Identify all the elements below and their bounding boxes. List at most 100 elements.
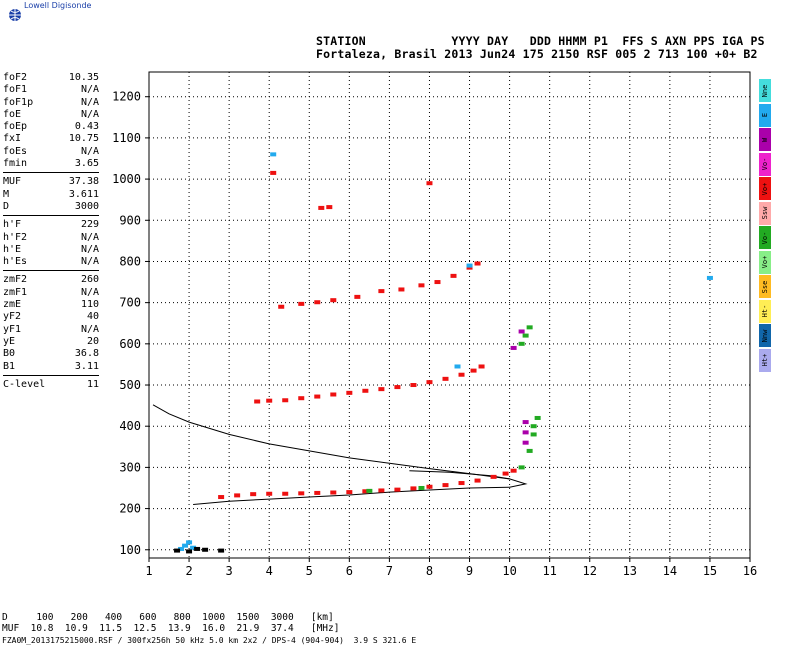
legend-swatch: E [759,103,771,127]
echo-point [250,492,257,497]
echo-point [178,546,185,551]
param-name: B1 [3,360,16,372]
x-tick-label: 12 [583,564,597,578]
x-tick-label: 1 [145,564,152,578]
echo-point [346,490,353,495]
param-name: zmE [3,299,22,311]
legend-label: Nnw [761,329,769,342]
param-name: foEp [3,121,28,133]
y-tick-label: 1000 [112,172,141,186]
param-row: B0 36.8 [3,348,99,360]
echo-point [330,392,337,397]
echo-point [534,415,541,420]
param-name: yF1 [3,323,22,335]
legend-label: E [761,112,769,118]
echo-point [182,543,189,548]
echo-point [218,495,225,500]
echo-point [266,398,273,403]
y-tick-label: 900 [119,213,141,227]
param-value: N/A [80,108,99,120]
echo-point [186,540,193,545]
x-tick-label: 4 [266,564,273,578]
footer-file-info: FZA0M_2013175215000.RSF / 300fx256h 50 k… [2,636,417,645]
echo-point [366,488,373,493]
param-name: C-level [3,378,46,390]
x-tick-label: 16 [743,564,757,578]
echo-point [466,263,473,268]
x-tick-label: 3 [226,564,233,578]
echo-point [398,287,405,292]
param-value: N/A [80,84,99,96]
param-value: 3.65 [74,158,99,170]
param-value: 260 [80,274,99,286]
param-name: foF1 [3,84,28,96]
legend-label: Ht+ [761,353,769,367]
echo-point [318,205,325,210]
param-name: MUF [3,176,22,188]
param-name: foF2 [3,72,28,83]
echo-point [254,399,261,404]
y-tick-label: 600 [119,337,141,351]
echo-point [378,387,385,392]
echo-point [330,298,337,303]
x-tick-label: 14 [663,564,677,578]
legend-swatch: Nne [759,79,771,102]
legend-swatch: Ht- [759,299,771,323]
y-tick-label: 800 [119,254,141,268]
echo-point [330,490,337,495]
echo-point [458,481,465,486]
app-logo: Lowell Digisonde [24,1,92,10]
param-row: fxI 10.75 [3,133,99,145]
param-value: 20 [86,335,99,347]
y-tick-label: 200 [119,502,141,516]
echo-point [434,280,441,285]
echo-point [418,485,425,490]
param-row: h'F2 N/A [3,232,99,244]
legend-label: Vo+ [761,255,769,269]
param-row: foE N/A [3,109,99,121]
param-name: zmF2 [3,274,28,286]
param-value: 3.11 [74,360,99,372]
legend-swatch: Vo+ [759,250,771,274]
echo-point [346,390,353,395]
param-value: 229 [80,219,99,231]
echo-point [442,376,449,381]
legend-label: Ssw [761,206,769,220]
legend-swatch: Vo+ [759,177,771,200]
header-columns: STATION YYYY DAY DDD HHMM P1 FFS S AXN P… [316,34,765,48]
params-separator [3,374,99,376]
param-name: foE [3,108,22,120]
legend-label: W [761,137,769,142]
legend-label: Nne [761,84,769,97]
y-tick-label: 700 [119,296,141,310]
param-row: B1 3.11 [3,361,99,373]
param-value: 3.611 [68,188,99,200]
echo-point [298,301,305,306]
echo-point [522,430,529,435]
polarization-legend: Nne E W Vo- Vo+ Ssw Vo- Vo+ Sse Ht- Nnw Ht+ [759,79,771,373]
legend-label: Vo- [761,231,769,244]
echo-point [378,289,385,294]
echo-point [470,368,477,373]
x-tick-label: 10 [502,564,516,578]
echo-points [174,152,713,554]
param-row: yF1 N/A [3,324,99,336]
echo-point [410,383,417,388]
legend-swatch: Vo- [759,226,771,249]
params-separator [3,270,99,272]
echo-point [530,432,537,437]
params-separator [3,172,99,174]
x-tick-label: 2 [185,564,192,578]
x-tick-label: 9 [466,564,473,578]
param-row: yE 20 [3,336,99,348]
param-value: N/A [80,243,99,255]
echo-point [410,486,417,491]
echo-point [270,170,277,175]
legend-swatch: Ht+ [759,348,771,372]
param-value: 11 [86,378,99,390]
param-row: zmF2 260 [3,274,99,286]
param-name: yE [3,335,16,347]
footer-muf-row: MUF 10.8 10.9 11.5 12.5 13.9 16.0 21.9 3… [2,623,340,634]
y-tick-label: 100 [119,543,141,557]
x-tick-label: 6 [346,564,353,578]
